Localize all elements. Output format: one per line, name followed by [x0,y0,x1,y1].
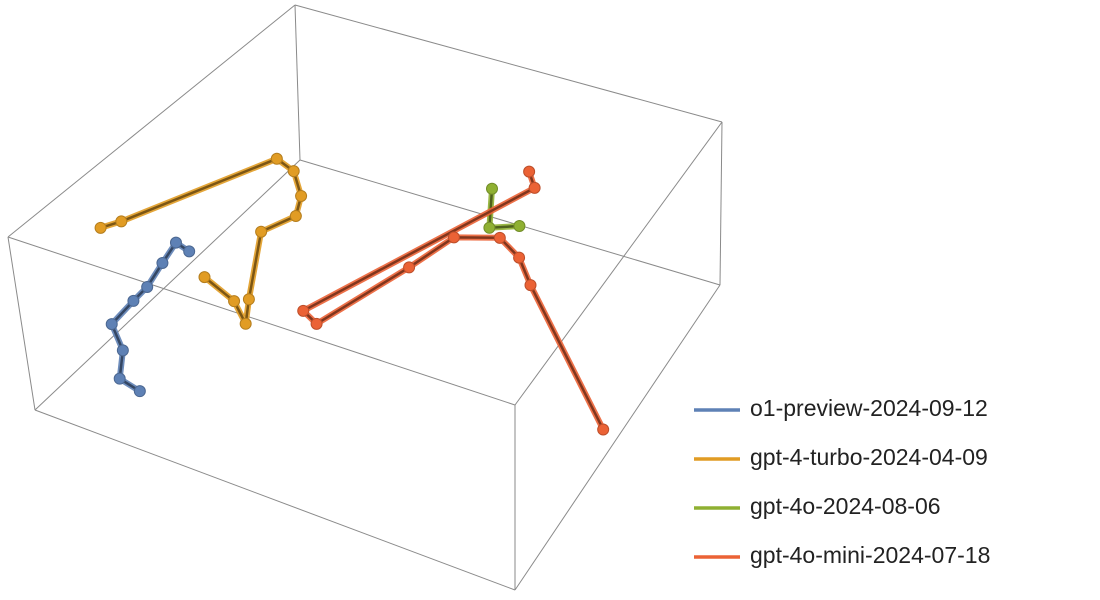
data-point [524,279,537,292]
data-point [198,271,211,284]
bounding-box [7,4,723,591]
data-point [141,280,154,293]
data-point [447,231,460,244]
data-point [295,189,308,202]
data-point [116,344,129,357]
data-point [115,215,128,228]
data-point [513,251,526,264]
data-point [513,219,526,232]
legend-label: gpt-4-turbo-2024-04-09 [750,444,988,470]
series-line-halo [300,170,606,431]
box-edge [719,121,723,286]
data-point [183,245,196,258]
box-edge [34,159,301,411]
data-point [105,318,118,331]
box-edge [7,236,516,406]
data-point [493,231,506,244]
legend: o1-preview-2024-09-12 gpt-4-turbo-2024-04… [694,395,990,568]
data-point [270,152,283,165]
legend-label: gpt-4o-2024-08-06 [750,493,941,519]
plot-area [94,152,610,436]
box-edge [514,121,723,406]
data-point [133,385,146,398]
box-edge [34,409,516,591]
data-point [127,294,140,307]
data-point [255,225,268,238]
data-point [228,295,241,308]
data-point [169,236,182,249]
data-point [523,165,536,178]
data-point [113,372,126,385]
data-point [297,304,310,317]
data-point [156,257,169,270]
data-point [528,181,541,194]
data-point [310,317,323,330]
data-point [597,423,610,436]
data-point [287,165,300,178]
box-edge [7,4,296,238]
box-edge [299,159,721,286]
box-edge [294,4,723,123]
box-edge [7,236,36,411]
box-edge [294,4,301,161]
data-point [486,182,498,195]
data-point [403,261,416,274]
data-point [289,209,302,222]
data-point [242,293,255,306]
legend-label: gpt-4o-mini-2024-07-18 [750,542,990,568]
data-point [94,221,107,234]
series-line [301,171,605,431]
legend-label: o1-preview-2024-09-12 [750,395,988,421]
data-point [483,221,496,234]
data-point [239,317,252,330]
series-line-halo [108,239,191,394]
box-edge [514,284,721,591]
